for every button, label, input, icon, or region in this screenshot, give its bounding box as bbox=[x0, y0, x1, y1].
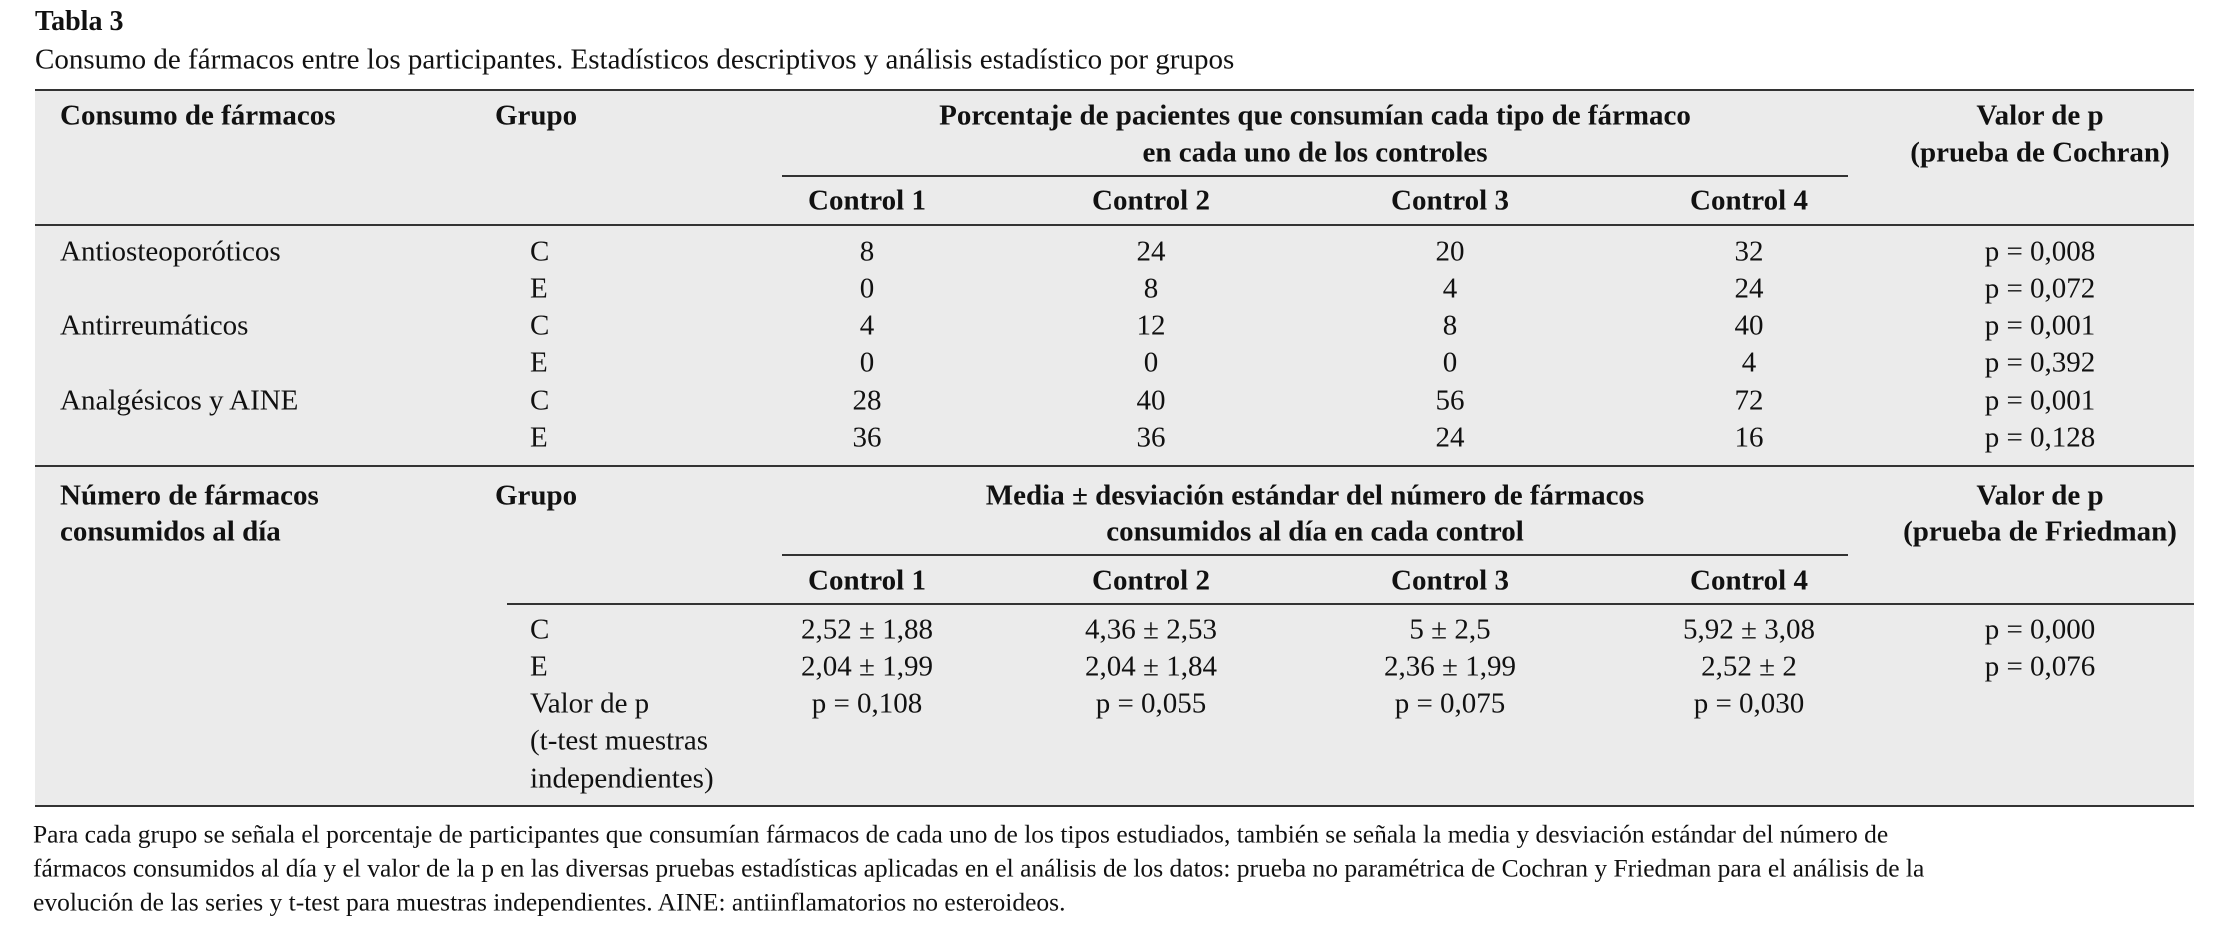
cell: 72 bbox=[1734, 384, 1764, 417]
group-label: C bbox=[530, 309, 550, 342]
column-header: (prueba de Friedman) bbox=[1903, 515, 2177, 548]
column-header: Grupo bbox=[495, 479, 578, 512]
table-caption: Consumo de fármacos entre los participan… bbox=[35, 43, 1235, 76]
column-header: Consumo de fármacos bbox=[60, 99, 336, 132]
cell: 2,04 ± 1,99 bbox=[801, 650, 933, 683]
p-value: p = 0,072 bbox=[1984, 272, 2096, 305]
table-title: Tabla 3 bbox=[35, 6, 124, 37]
p-value: p = 0,008 bbox=[1984, 235, 2096, 268]
cell: 16 bbox=[1734, 421, 1764, 454]
cell: 2,52 ± 1,88 bbox=[801, 613, 933, 646]
column-header: Valor de p bbox=[1976, 479, 2104, 512]
p-value: p = 0,076 bbox=[1984, 650, 2096, 683]
cell: 28 bbox=[852, 384, 882, 417]
p-value: p = 0,001 bbox=[1984, 309, 2096, 342]
p-value: p = 0,055 bbox=[1095, 687, 1207, 720]
group-label: E bbox=[530, 346, 548, 379]
row-label: (t-test muestras bbox=[530, 724, 708, 757]
p-value: p = 0,000 bbox=[1984, 613, 2096, 646]
column-header: Media ± desviación estándar del número d… bbox=[985, 479, 1645, 512]
cell: 4 bbox=[1442, 272, 1458, 305]
p-value: p = 0,392 bbox=[1984, 346, 2096, 379]
column-header: consumidos al día en cada control bbox=[1106, 515, 1524, 548]
cell: 24 bbox=[1435, 421, 1465, 454]
column-header: Control 2 bbox=[1092, 564, 1210, 597]
cell: 0 bbox=[1442, 346, 1458, 379]
rule bbox=[782, 175, 1848, 177]
footnote: evolución de las series y t-test para mu… bbox=[33, 887, 1066, 917]
cell: 36 bbox=[852, 421, 882, 454]
p-value: p = 0,001 bbox=[1984, 384, 2096, 417]
cell: 2,04 ± 1,84 bbox=[1085, 650, 1217, 683]
cell: 24 bbox=[1734, 272, 1764, 305]
footnote: Para cada grupo se señala el porcentaje … bbox=[33, 819, 1889, 849]
column-header: Control 4 bbox=[1690, 564, 1808, 597]
group-label: E bbox=[530, 421, 548, 454]
cell: 5 ± 2,5 bbox=[1409, 613, 1491, 646]
cell: 40 bbox=[1734, 309, 1764, 342]
cell: 36 bbox=[1136, 421, 1166, 454]
group-label: C bbox=[530, 384, 550, 417]
cell: 4,36 ± 2,53 bbox=[1085, 613, 1217, 646]
cell: 12 bbox=[1136, 309, 1166, 342]
row-label: Antiosteoporóticos bbox=[60, 235, 281, 268]
column-header: Control 3 bbox=[1391, 184, 1509, 217]
rule bbox=[35, 465, 2194, 467]
column-header: consumidos al día bbox=[60, 515, 281, 548]
cell: 4 bbox=[1741, 346, 1757, 379]
cell: 40 bbox=[1136, 384, 1166, 417]
cell: 8 bbox=[1143, 272, 1159, 305]
row-label: Analgésicos y AINE bbox=[60, 384, 299, 417]
group-label: E bbox=[530, 272, 548, 305]
cell: 2,36 ± 1,99 bbox=[1384, 650, 1516, 683]
p-value: p = 0,075 bbox=[1394, 687, 1506, 720]
cell: 8 bbox=[1442, 309, 1458, 342]
column-header: Porcentaje de pacientes que consumían ca… bbox=[939, 99, 1691, 132]
group-label: C bbox=[530, 235, 550, 268]
rule bbox=[35, 805, 2194, 807]
column-header: Control 1 bbox=[808, 184, 926, 217]
p-value: p = 0,108 bbox=[811, 687, 923, 720]
cell: 5,92 ± 3,08 bbox=[1683, 613, 1815, 646]
column-header: (prueba de Cochran) bbox=[1910, 136, 2170, 169]
rule bbox=[35, 89, 2194, 91]
rule bbox=[782, 554, 1848, 556]
cell: 2,52 ± 2 bbox=[1701, 650, 1797, 683]
column-header: Control 4 bbox=[1690, 184, 1808, 217]
column-header: Valor de p bbox=[1976, 99, 2104, 132]
column-header: en cada uno de los controles bbox=[1142, 136, 1488, 169]
cell: 24 bbox=[1136, 235, 1166, 268]
column-header: Número de fármacos bbox=[60, 479, 319, 512]
cell: 0 bbox=[859, 346, 875, 379]
footnote: fármacos consumidos al día y el valor de… bbox=[33, 853, 1925, 883]
column-header: Control 1 bbox=[808, 564, 926, 597]
cell: 4 bbox=[859, 309, 875, 342]
rule bbox=[35, 224, 2194, 226]
p-value: p = 0,030 bbox=[1693, 687, 1805, 720]
table-background bbox=[35, 90, 2194, 806]
column-header: Control 3 bbox=[1391, 564, 1509, 597]
row-label: independientes) bbox=[530, 762, 714, 795]
cell: 8 bbox=[859, 235, 875, 268]
cell: 0 bbox=[859, 272, 875, 305]
p-value: p = 0,128 bbox=[1984, 421, 2096, 454]
cell: 0 bbox=[1143, 346, 1159, 379]
row-label: Antirreumáticos bbox=[60, 309, 249, 342]
rule bbox=[507, 603, 2194, 605]
group-label: C bbox=[530, 613, 550, 646]
row-label: Valor de p bbox=[530, 687, 650, 720]
cell: 32 bbox=[1734, 235, 1764, 268]
group-label: E bbox=[530, 650, 548, 683]
column-header: Grupo bbox=[495, 99, 578, 132]
column-header: Control 2 bbox=[1092, 184, 1210, 217]
cell: 20 bbox=[1435, 235, 1465, 268]
cell: 56 bbox=[1435, 384, 1465, 417]
